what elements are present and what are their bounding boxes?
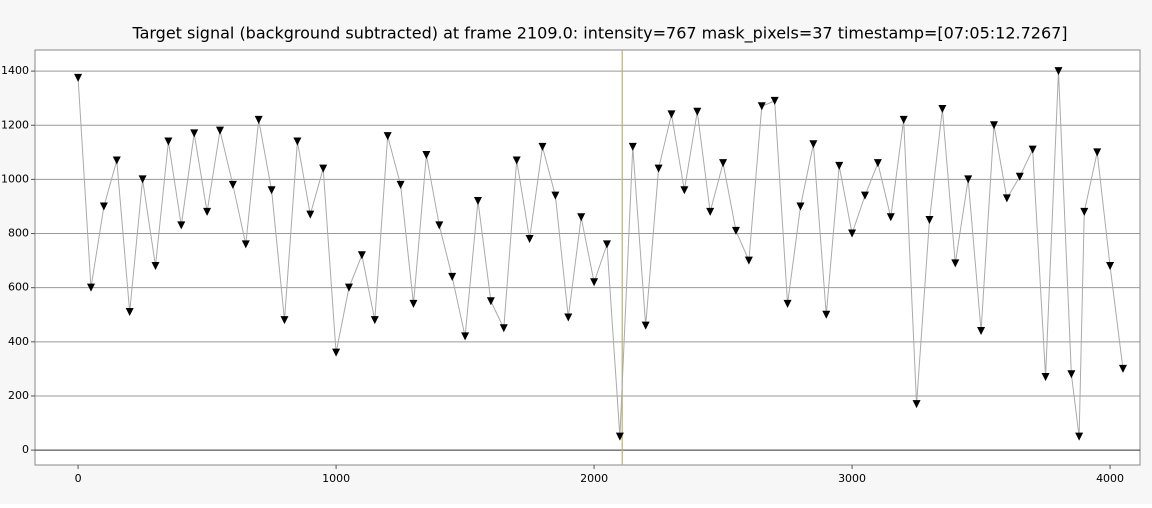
point-marker [964,175,973,184]
y-tick-label: 1200 [1,118,29,131]
point-marker [770,96,779,105]
point-marker [951,259,960,268]
point-marker [151,262,160,271]
point-marker [577,213,586,222]
point-marker [383,132,392,141]
point-marker [1054,67,1063,76]
point-marker [448,272,457,281]
point-marker [564,313,573,322]
point-marker [228,180,237,189]
point-marker [306,210,315,219]
point-marker [835,161,844,170]
point-marker [1028,145,1037,154]
point-marker [190,129,199,138]
point-marker [551,191,560,200]
point-marker [499,324,508,333]
point-marker [396,180,405,189]
point-marker [615,432,624,441]
x-tick-label: 1000 [322,472,350,485]
point-marker [254,115,263,124]
point-marker [989,121,998,130]
y-tick-label: 600 [8,281,29,294]
point-marker [164,137,173,146]
point-marker [848,229,857,238]
y-tick-label: 400 [8,335,29,348]
point-marker [241,240,250,249]
point-marker [886,213,895,222]
point-marker [486,297,495,306]
point-marker [899,115,908,124]
point-marker [938,105,947,114]
point-marker [525,234,534,243]
point-marker [873,159,882,168]
point-marker [977,326,986,335]
point-marker [267,186,276,195]
point-marker [1067,370,1076,379]
point-marker [177,221,186,230]
point-marker [512,156,521,165]
point-marker [783,299,792,308]
point-marker [912,400,921,409]
point-marker [293,137,302,146]
point-marker [86,283,95,292]
point-marker [667,110,676,119]
point-marker [125,308,134,317]
point-marker [1080,207,1089,216]
point-marker [1041,373,1050,382]
y-tick-label: 800 [8,227,29,240]
point-marker [280,316,289,325]
plot-area [34,49,1141,466]
x-tick-label: 0 [75,472,82,485]
y-tick-label: 0 [22,443,29,456]
point-marker [590,278,599,287]
point-marker [112,156,121,165]
point-marker [693,107,702,116]
point-marker [74,73,83,82]
y-tick-label: 1000 [1,172,29,185]
point-marker [461,332,470,341]
point-marker [602,240,611,249]
point-marker [744,256,753,265]
y-tick-label: 1400 [1,64,29,77]
point-marker [138,175,147,184]
x-tick-label: 2000 [580,472,608,485]
point-marker [757,102,766,111]
point-marker [538,142,547,151]
point-marker [357,251,366,260]
point-marker [641,321,650,330]
point-marker [796,202,805,211]
point-marker [409,299,418,308]
y-tick-label: 200 [8,389,29,402]
point-marker [1106,262,1115,271]
point-marker [435,221,444,230]
point-marker [99,202,108,211]
point-marker [809,140,818,149]
point-marker [1015,172,1024,181]
point-marker [1002,194,1011,203]
x-tick-label: 4000 [1096,472,1124,485]
point-marker [1093,148,1102,157]
point-marker [344,283,353,292]
point-marker [822,310,831,319]
point-marker [422,151,431,160]
point-marker [654,164,663,173]
point-marker [332,348,341,357]
point-marker [319,164,328,173]
point-marker [1075,432,1084,441]
point-marker [473,197,482,206]
x-tick-label: 3000 [838,472,866,485]
point-marker [719,159,728,168]
point-marker [925,216,934,225]
point-marker [370,316,379,325]
point-marker [706,207,715,216]
point-marker [860,191,869,200]
point-marker [1118,364,1127,373]
point-marker [628,142,637,151]
point-marker [203,207,212,216]
point-marker [215,126,224,135]
point-marker [731,226,740,235]
point-marker [680,186,689,195]
chart-title: Target signal (background subtracted) at… [131,24,1067,44]
